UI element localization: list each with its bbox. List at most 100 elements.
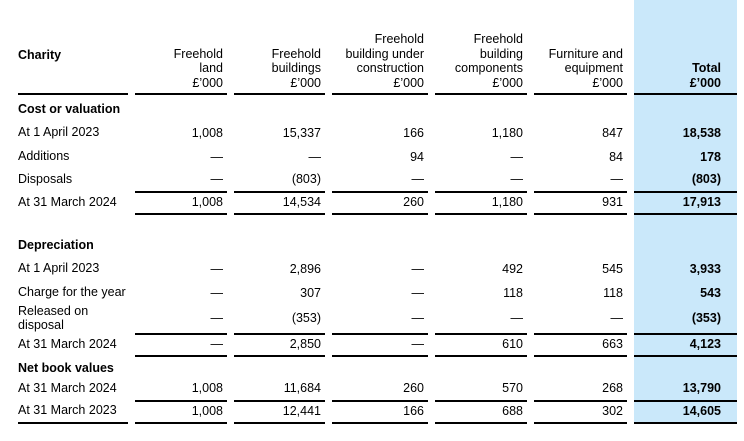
cell-building-under-construction: 94: [410, 150, 424, 164]
cell-furniture-equipment: 847: [602, 126, 623, 140]
cell-building-under-construction: 166: [403, 126, 424, 140]
section-row-cost-or-valuation: Cost or valuation: [18, 95, 737, 121]
cell-building-components: 492: [502, 262, 523, 276]
cell-freehold-land: —: [210, 150, 224, 164]
empty-cell: [534, 231, 627, 257]
cell-freehold-buildings: 11,684: [234, 378, 325, 402]
cell-building-under-construction: —: [332, 335, 428, 357]
column-header-freehold-land: Freehold land £’000: [135, 0, 227, 95]
cell-building-components: 688: [435, 402, 527, 424]
cell-freehold-land: 1,008: [135, 402, 227, 424]
cell-freehold-buildings: 14,534: [234, 193, 325, 215]
cell-freehold-buildings: 15,337: [282, 126, 321, 140]
row-label: At 31 March 2024: [18, 336, 117, 351]
section-heading: Cost or valuation: [18, 101, 121, 116]
cell-freehold-buildings: —: [308, 150, 322, 164]
table-row-cost-at-1-april-2023: At 1 April 2023 1,008 15,337 166 1,180 8…: [18, 121, 737, 145]
empty-cell: [234, 231, 325, 257]
empty-cell: [332, 215, 428, 231]
row-label: At 1 April 2023: [18, 261, 100, 276]
cell-building-components: —: [510, 150, 524, 164]
cell-freehold-land: —: [135, 335, 227, 357]
cell-freehold-land: 1,008: [135, 378, 227, 402]
cell-total: 178: [634, 145, 737, 169]
cell-total: 4,123: [634, 335, 737, 357]
empty-cell: [234, 95, 325, 121]
row-label: Disposals: [18, 171, 73, 186]
cell-total: 17,913: [634, 193, 737, 215]
empty-cell: [18, 215, 128, 231]
cell-freehold-buildings: 2,850: [234, 335, 325, 357]
cell-building-under-construction: 260: [332, 378, 428, 402]
cell-freehold-buildings: 12,441: [234, 402, 325, 424]
empty-cell: [534, 357, 627, 378]
cell-furniture-equipment: 118: [603, 286, 623, 300]
row-label: At 31 March 2024: [18, 380, 117, 395]
empty-cell: [435, 231, 527, 257]
cell-building-components: —: [435, 305, 527, 335]
row-label: Released on disposal: [18, 304, 89, 332]
section-heading: Depreciation: [18, 237, 94, 252]
cell-furniture-equipment: 545: [602, 262, 623, 276]
empty-cell: [135, 357, 227, 378]
cell-building-components: 610: [435, 335, 527, 357]
header-row: Charity Freehold land £’000 Freehold bui…: [18, 0, 737, 95]
cell-total: (353): [634, 305, 737, 335]
empty-cell: [234, 357, 325, 378]
cell-building-under-construction: 166: [332, 402, 428, 424]
empty-cell: [534, 215, 627, 231]
table-row-dep-at-1-april-2023: At 1 April 2023 — 2,896 — 492 545 3,933: [18, 257, 737, 281]
empty-cell: [634, 95, 737, 121]
empty-cell: [234, 215, 325, 231]
row-label: At 31 March 2023: [18, 402, 128, 424]
empty-cell: [435, 215, 527, 231]
section-row-depreciation: Depreciation: [18, 231, 737, 257]
cell-building-components: —: [435, 169, 527, 193]
column-header-total: Total £’000: [634, 0, 737, 95]
cell-furniture-equipment: 268: [534, 378, 627, 402]
cell-furniture-equipment: 663: [534, 335, 627, 357]
empty-cell: [332, 95, 428, 121]
cell-building-under-construction: —: [332, 305, 428, 335]
cell-freehold-buildings: (803): [234, 169, 325, 193]
cell-total: 13,790: [634, 378, 737, 402]
empty-cell: [634, 215, 737, 231]
table-row-dep-at-31-march-2024: At 31 March 2024 — 2,850 — 610 663 4,123: [18, 335, 737, 357]
table-row-nbv-at-31-march-2023: At 31 March 2023 1,008 12,441 166 688 30…: [18, 402, 737, 424]
cell-total: 18,538: [634, 121, 737, 145]
table-row-disposals: Disposals — (803) — — — (803): [18, 169, 737, 193]
cell-total: 3,933: [634, 257, 737, 281]
fixed-assets-table: Charity Freehold land £’000 Freehold bui…: [11, 0, 744, 424]
cell-freehold-land: —: [135, 169, 227, 193]
empty-cell: [435, 357, 527, 378]
cell-building-under-construction: —: [411, 286, 425, 300]
empty-cell: [634, 357, 737, 378]
cell-furniture-equipment: —: [534, 305, 627, 335]
cell-total: 543: [634, 281, 737, 305]
cell-furniture-equipment: —: [534, 169, 627, 193]
cell-freehold-land: —: [135, 305, 227, 335]
empty-cell: [332, 231, 428, 257]
empty-cell: [634, 231, 737, 257]
empty-cell: [332, 357, 428, 378]
table-row-nbv-at-31-march-2024: At 31 March 2024 1,008 11,684 260 570 26…: [18, 378, 737, 402]
cell-building-components: 118: [503, 286, 523, 300]
cell-building-under-construction: —: [332, 169, 428, 193]
column-header-freehold-buildings: Freehold buildings £’000: [234, 0, 325, 95]
cell-total: 14,605: [634, 402, 737, 424]
column-header-freehold-building-components: Freehold building components £’000: [435, 0, 527, 95]
cell-furniture-equipment: 931: [534, 193, 627, 215]
cell-building-components: 570: [435, 378, 527, 402]
cell-building-components: 1,180: [491, 126, 523, 140]
row-label: Additions: [18, 149, 70, 164]
empty-cell: [135, 231, 227, 257]
row-label: At 1 April 2023: [18, 125, 100, 140]
cell-freehold-buildings: 307: [300, 286, 321, 300]
row-label: At 31 March 2024: [18, 194, 117, 209]
cell-furniture-equipment: 84: [609, 150, 623, 164]
cell-freehold-land: 1,008: [191, 126, 223, 140]
column-header-furniture-and-equipment: Furniture and equipment £’000: [534, 0, 627, 95]
cell-building-under-construction: —: [411, 262, 425, 276]
cell-freehold-land: —: [210, 262, 224, 276]
